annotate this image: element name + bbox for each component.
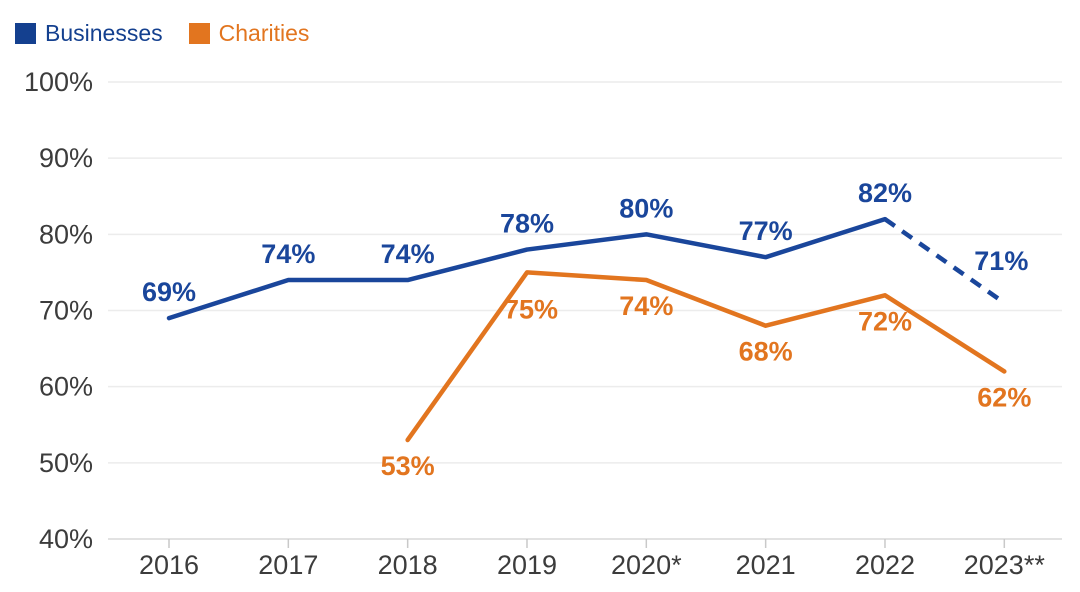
x-axis-tick-label: 2022 xyxy=(855,550,915,580)
x-axis-tick-label: 2021 xyxy=(736,550,796,580)
x-axis-tick-label: 2017 xyxy=(258,550,318,580)
legend-item-charities: Charities xyxy=(188,20,310,46)
data-label-charities-2019: 75% xyxy=(504,294,558,324)
y-axis-tick-label: 80% xyxy=(39,219,93,249)
businesses-swatch-icon xyxy=(15,23,36,44)
series-line-businesses-dashed-forecast xyxy=(883,217,1006,305)
data-label-businesses-2018: 74% xyxy=(381,239,435,269)
data-label-businesses-2021: 77% xyxy=(739,216,793,246)
legend-label-businesses: Businesses xyxy=(45,20,163,46)
data-label-charities-2022: 72% xyxy=(858,306,912,336)
y-axis-tick-label: 60% xyxy=(39,372,93,402)
data-label-businesses-2016: 69% xyxy=(142,277,196,307)
y-axis-tick-label: 70% xyxy=(39,296,93,326)
series-line-charities xyxy=(405,270,1007,443)
x-axis-tick-label: 2019 xyxy=(497,550,557,580)
data-label-businesses-2022: 82% xyxy=(858,178,912,208)
data-label-businesses-2017: 74% xyxy=(261,239,315,269)
x-axis-tick-label: 2020* xyxy=(611,550,682,580)
legend-label-charities: Charities xyxy=(218,20,310,46)
data-label-charities-2018: 53% xyxy=(381,451,435,481)
y-axis-tick-label: 50% xyxy=(39,448,93,478)
charities-swatch-icon xyxy=(188,23,210,44)
data-label-charities-2023**: 62% xyxy=(977,382,1031,412)
y-axis-tick-label: 90% xyxy=(39,143,93,173)
chart-legend: Businesses Charities xyxy=(15,22,309,45)
data-label-businesses-2023**: 71% xyxy=(974,246,1028,276)
series-line-businesses xyxy=(166,216,888,321)
legend-item-businesses: Businesses xyxy=(15,22,163,45)
y-axis-tick-label: 40% xyxy=(39,524,93,554)
data-label-charities-2020*: 74% xyxy=(619,291,673,321)
x-axis-tick-label: 2018 xyxy=(378,550,438,580)
y-axis-tick-label: 100% xyxy=(24,67,93,97)
data-label-charities-2021: 68% xyxy=(739,337,793,367)
x-axis-tick-label: 2016 xyxy=(139,550,199,580)
data-label-businesses-2019: 78% xyxy=(500,209,554,239)
data-label-businesses-2020*: 80% xyxy=(619,193,673,223)
x-axis-tick-label: 2023** xyxy=(964,550,1046,580)
